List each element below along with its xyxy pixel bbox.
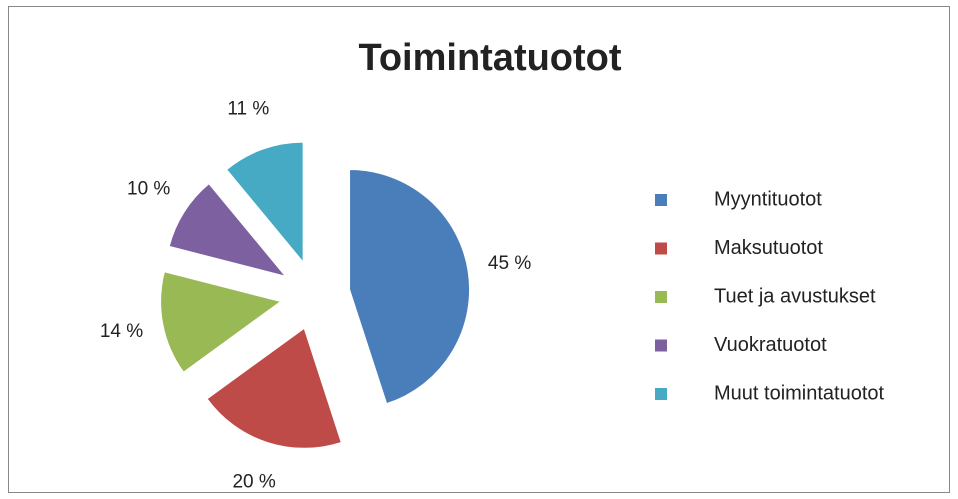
data-label: 20 % bbox=[232, 471, 275, 492]
chart-frame bbox=[8, 6, 950, 493]
pie-slice bbox=[206, 327, 342, 449]
chart-title: Toimintatuotot bbox=[358, 37, 621, 79]
legend-label: Muut toimintatuotot bbox=[714, 382, 885, 404]
legend-label: Maksutuotot bbox=[714, 237, 823, 259]
legend-swatch bbox=[655, 291, 667, 303]
legend-swatch bbox=[655, 339, 667, 352]
legend-swatch bbox=[655, 194, 667, 206]
legend-swatch bbox=[655, 242, 667, 255]
data-label: 10 % bbox=[127, 178, 170, 199]
legend-label: Vuokratuotot bbox=[714, 334, 827, 356]
pie-slice bbox=[349, 169, 471, 405]
legend-label: Myyntituotot bbox=[714, 188, 822, 210]
data-label: 11 % bbox=[227, 99, 269, 120]
pie-slice bbox=[225, 141, 304, 264]
data-label: 14 % bbox=[100, 321, 143, 342]
pie-slice bbox=[160, 271, 282, 373]
pie-slice bbox=[168, 183, 287, 278]
legend-swatch bbox=[655, 388, 667, 400]
legend-label: Tuet ja avustukset bbox=[714, 285, 876, 307]
data-label: 45 % bbox=[488, 253, 531, 274]
